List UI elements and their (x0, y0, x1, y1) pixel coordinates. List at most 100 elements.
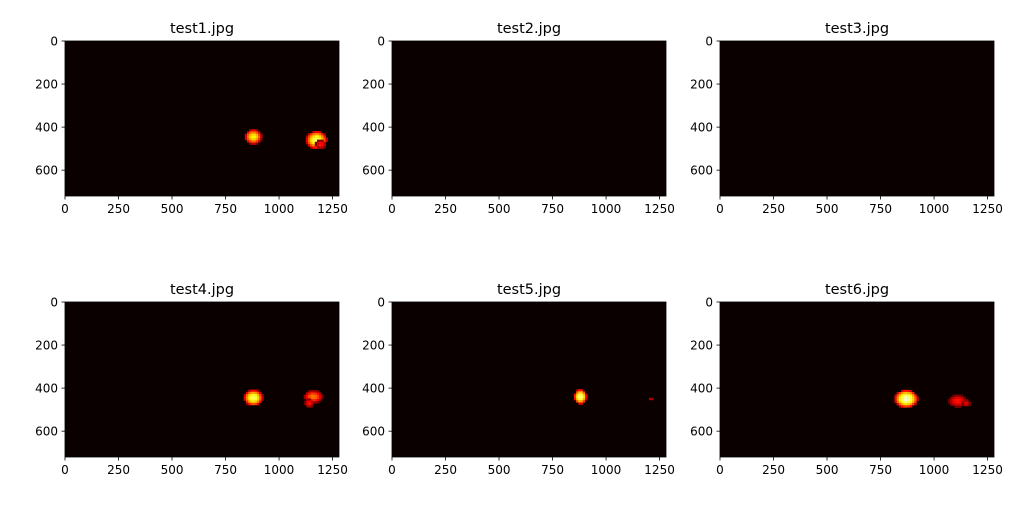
heat-cell (314, 390, 318, 393)
heat-cell (582, 395, 586, 399)
heat-cell (312, 133, 315, 136)
subplot-6: 0 250 500 750 1000 1250 0 200 400 600 test6.jpg (690, 282, 1003, 477)
heat-cell (584, 397, 588, 401)
heat-cell (253, 135, 257, 139)
heat-cell (308, 405, 312, 408)
axes-frame (391, 301, 667, 458)
heat-cell (961, 401, 965, 404)
heat-cell (319, 130, 322, 134)
heat-cell (247, 131, 250, 134)
heat-cell (912, 400, 915, 404)
x-tick-label: 0 (388, 202, 396, 216)
heat-cell (306, 405, 309, 408)
heat-cell (314, 130, 318, 134)
heat-cell (310, 137, 313, 140)
heat-cell (252, 398, 255, 401)
heat-cell (578, 393, 581, 396)
heat-cell (323, 137, 326, 140)
heat-cell (901, 394, 904, 397)
y-tick-label: 400 (35, 120, 58, 134)
heat-cell (964, 403, 967, 407)
heat-cell (319, 146, 322, 149)
heat-cell (305, 394, 309, 398)
heat-cell (245, 391, 249, 395)
heat-cell (260, 133, 263, 137)
heat-cell (314, 392, 318, 395)
heat-cell (896, 396, 900, 399)
heat-cell (312, 146, 315, 149)
heat-cell (321, 133, 324, 136)
y-tick-label: 600 (35, 424, 58, 438)
y-tick-label: 0 (50, 295, 58, 309)
heat-cell (250, 389, 253, 393)
heat-cell (254, 402, 258, 406)
heat-cell (578, 391, 581, 394)
heat-cell (903, 392, 906, 395)
heat-cell (907, 405, 911, 408)
heat-cell (907, 394, 911, 397)
heat-cell (314, 146, 318, 149)
x-tick-label: 1250 (972, 463, 1003, 477)
heat-cell (310, 400, 314, 404)
subplot-5: 0 250 500 750 1000 1250 0 200 400 600 test5.jpg (362, 282, 675, 477)
heat-cell (896, 400, 900, 404)
heat-cell (310, 396, 313, 400)
heat-cell (314, 401, 318, 404)
heat-cell (253, 129, 257, 132)
subplot-title: test4.jpg (170, 282, 234, 298)
heat-cell (259, 398, 262, 401)
heat-cell (314, 144, 318, 147)
heat-cell (898, 400, 902, 404)
heat-cell (249, 142, 252, 145)
heat-cell (250, 396, 253, 399)
heat-cell (245, 398, 249, 401)
heat-cell (253, 140, 257, 143)
heat-cell (254, 400, 258, 404)
heat-cell (912, 396, 915, 399)
heat-cell (314, 133, 318, 136)
subplot-title: test3.jpg (825, 21, 889, 37)
subplot-1: 0 250 500 750 1000 1250 0 200 400 600 test1.jpg (35, 21, 348, 216)
heat-cell (580, 391, 583, 394)
heat-cell (909, 403, 913, 406)
heat-cell (958, 405, 962, 408)
heat-cell (321, 139, 324, 142)
heat-cell (580, 395, 583, 399)
heat-cell (914, 403, 917, 406)
subplot-3: 0 250 500 750 1000 1250 0 200 400 600 test3.jpg (690, 21, 1003, 216)
heat-blob (314, 139, 327, 149)
heat-cell (961, 403, 965, 407)
heat-cell (894, 398, 897, 402)
x-tick-label: 1000 (919, 463, 950, 477)
heat-cell (256, 400, 260, 404)
heat-cell (898, 398, 902, 402)
heat-cell (894, 394, 897, 397)
heat-cell (305, 396, 309, 400)
heat-cell (901, 396, 904, 399)
x-tick-label: 750 (869, 202, 892, 216)
heat-cell (956, 403, 960, 406)
heat-cell (305, 392, 309, 395)
heat-cell (966, 399, 969, 402)
heat-cell (914, 394, 917, 397)
x-tick-label: 250 (107, 463, 130, 477)
y-tick-label: 200 (690, 338, 713, 352)
y-tick-label: 600 (690, 424, 713, 438)
heat-cell (249, 138, 252, 141)
heat-cell (896, 394, 900, 397)
heat-cell (308, 390, 311, 393)
heat-cell (582, 400, 586, 403)
heat-cell (323, 133, 326, 136)
heat-cell (954, 394, 957, 397)
heat-cell (308, 402, 312, 406)
heat-cell (651, 397, 654, 401)
heat-cell (573, 395, 577, 399)
heat-cell (578, 400, 581, 403)
heat-cell (578, 395, 581, 399)
heat-cell (956, 394, 960, 397)
heat-cell (316, 394, 320, 398)
x-tick-label: 750 (541, 202, 564, 216)
heat-cell (259, 394, 262, 397)
heat-cell (248, 398, 251, 401)
y-tick-label: 200 (362, 338, 385, 352)
